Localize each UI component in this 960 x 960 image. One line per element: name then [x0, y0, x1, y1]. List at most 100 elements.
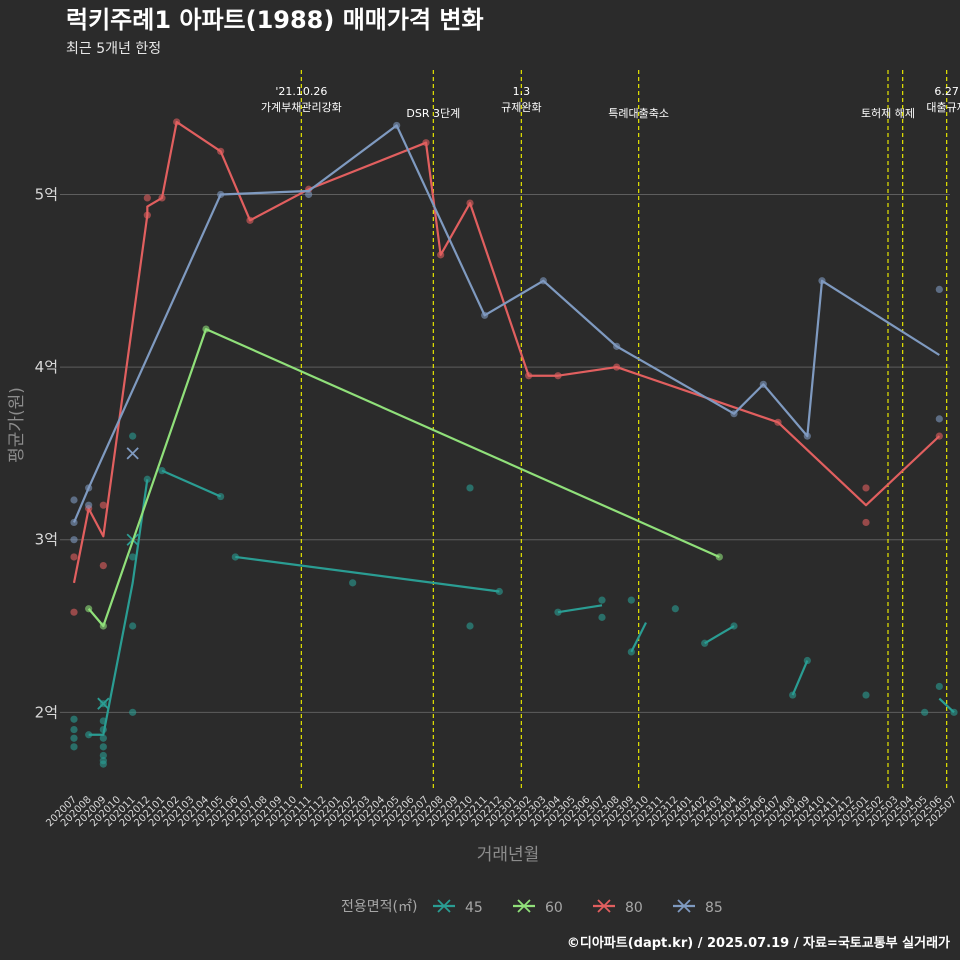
legend-item-60: 60 — [513, 899, 563, 916]
data-point-60 — [202, 325, 210, 333]
data-point-45 — [70, 734, 78, 742]
data-point-80 — [466, 199, 474, 207]
data-point-45 — [129, 432, 137, 440]
legend-title: 전용면적(㎡) — [341, 899, 417, 915]
legend-item-45: 45 — [433, 899, 483, 916]
series-line-45 — [557, 604, 603, 614]
data-point-45 — [495, 587, 503, 596]
y-tick-label: 4억 — [35, 358, 58, 376]
data-point-80 — [525, 372, 533, 380]
data-point-45 — [143, 475, 151, 483]
data-point-85 — [539, 277, 547, 285]
data-point-45 — [598, 596, 606, 604]
data-point-45 — [935, 682, 943, 691]
data-point-45 — [99, 760, 107, 768]
event-label: 1.3 — [513, 85, 531, 98]
data-point-85 — [217, 190, 225, 199]
data-point-45 — [158, 467, 166, 475]
data-point-85 — [85, 501, 93, 509]
data-point-80 — [217, 147, 225, 155]
series-line-60 — [87, 328, 720, 628]
data-point-80 — [143, 194, 151, 202]
data-point-85 — [759, 380, 767, 388]
data-point-80 — [554, 372, 562, 380]
event-label: 6.27 — [934, 85, 959, 98]
series-line-45 — [704, 625, 735, 645]
data-point-85 — [305, 190, 313, 199]
legend: 전용면적(㎡) 45 60 80 85 — [341, 899, 723, 916]
legend-glyph — [437, 899, 451, 913]
data-point-45 — [466, 484, 474, 492]
data-point-80 — [246, 216, 254, 224]
data-point-45 — [950, 708, 958, 716]
data-point-45 — [99, 717, 107, 725]
data-point-45 — [99, 734, 107, 742]
series-line-45 — [630, 622, 647, 653]
data-point-45 — [129, 708, 137, 716]
series-line-45 — [161, 469, 222, 498]
data-point-80 — [99, 501, 107, 509]
event-label: DSR 3단계 — [406, 107, 460, 120]
data-point-80 — [774, 418, 782, 426]
event-label: 규제완화 — [501, 101, 541, 114]
series-80 — [70, 118, 943, 616]
data-point-80 — [437, 251, 445, 259]
data-point-45 — [627, 596, 635, 604]
series-45 — [70, 432, 958, 768]
data-point-45 — [99, 751, 107, 760]
data-point-85 — [730, 410, 738, 418]
data-point-45 — [466, 622, 474, 630]
legend-item-80: 80 — [593, 899, 643, 916]
data-point-85 — [481, 311, 489, 319]
data-point-85 — [818, 277, 826, 285]
event-label: 특례대출축소 — [608, 107, 669, 120]
data-point-45 — [598, 613, 606, 621]
data-point-80 — [99, 561, 107, 570]
legend-label: 60 — [545, 900, 563, 916]
data-point-45 — [99, 743, 107, 751]
data-point-45 — [85, 731, 93, 739]
data-point-80 — [173, 118, 181, 126]
data-point-45 — [862, 691, 870, 699]
data-point-80 — [613, 363, 621, 371]
series-60 — [85, 325, 723, 630]
series-line-45 — [235, 555, 500, 593]
data-mark-45 — [97, 697, 110, 710]
data-point-45 — [671, 605, 679, 613]
data-point-80 — [422, 139, 430, 147]
data-mark-85 — [126, 447, 139, 460]
gridlines — [60, 193, 950, 713]
data-point-45 — [730, 622, 738, 630]
data-point-45 — [231, 553, 239, 561]
event-label: 토허제 해제 — [861, 106, 915, 120]
x-axis-ticks: 2020072020082020092020102020112020122021… — [44, 794, 959, 829]
data-point-85 — [70, 518, 78, 527]
data-point-45 — [701, 639, 709, 647]
x-axis-title: 거래년월 — [477, 845, 540, 865]
series-line-45 — [791, 660, 809, 696]
y-axis-title: 평균가(원) — [7, 387, 27, 463]
event-label: 대출규제 — [926, 101, 960, 114]
data-point-45 — [70, 715, 78, 723]
data-point-60 — [99, 622, 107, 630]
data-point-45 — [129, 553, 137, 561]
legend-glyph — [517, 899, 531, 913]
chart-subtitle: 최근 5개년 한정 — [66, 41, 161, 57]
legend-label: 45 — [465, 900, 483, 916]
data-point-60 — [715, 553, 723, 561]
series-line-45 — [88, 479, 149, 736]
data-point-60 — [85, 605, 93, 613]
data-point-85 — [935, 415, 943, 423]
legend-label: 80 — [625, 900, 643, 916]
data-point-80 — [70, 608, 78, 616]
data-point-85 — [70, 496, 78, 504]
data-point-45 — [70, 725, 78, 734]
legend-glyph — [677, 899, 691, 913]
legend-glyph — [597, 899, 611, 913]
data-point-45 — [349, 579, 357, 587]
event-lines: '21.10.26 가계부채관리강화 DSR 3단계 1.3 규제완화 특례대출축소 토허제… — [261, 70, 960, 790]
data-point-45 — [129, 622, 137, 630]
data-point-85 — [613, 342, 621, 350]
data-point-85 — [393, 121, 401, 130]
